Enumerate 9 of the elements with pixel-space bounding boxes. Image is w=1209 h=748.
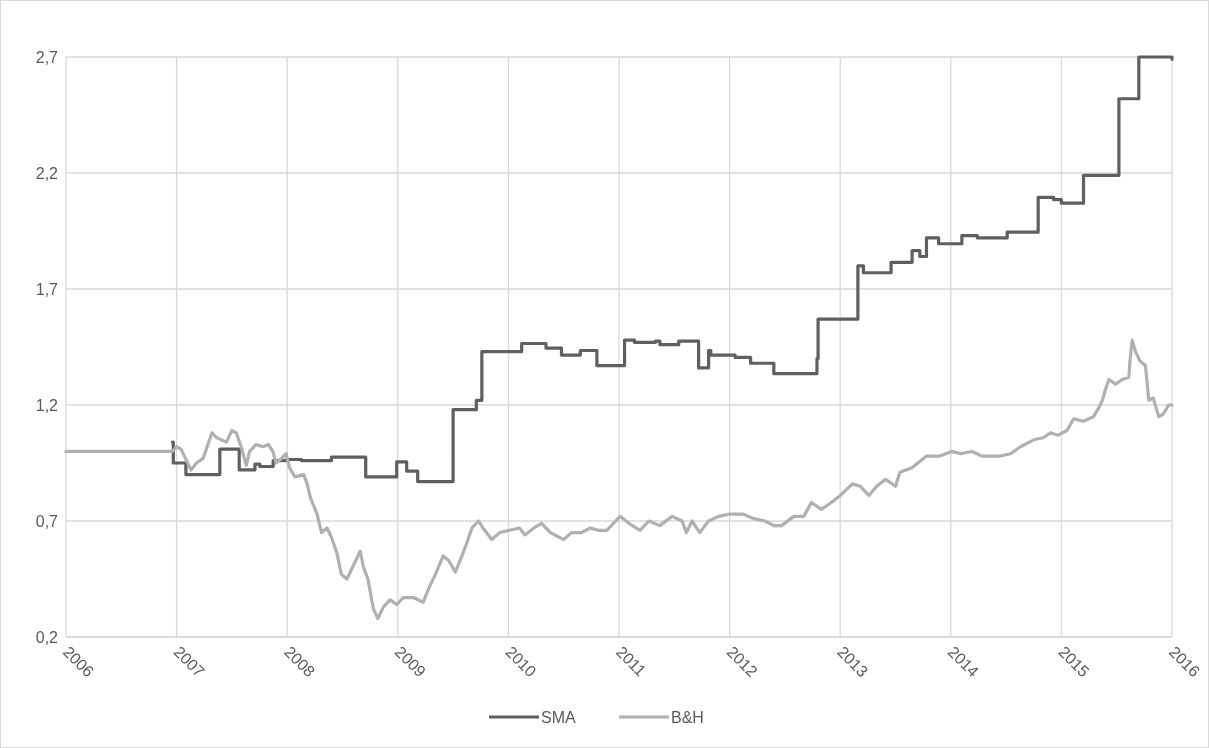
y-tick-label: 0,2 — [35, 628, 59, 646]
y-tick-label: 1,7 — [35, 280, 59, 298]
legend-label: SMA — [541, 708, 576, 726]
y-tick-label: 2,7 — [35, 48, 59, 66]
legend-label: B&H — [671, 708, 704, 726]
line-series — [64, 338, 1174, 621]
y-tick-label: 1,2 — [35, 396, 59, 414]
y-tick-label: 0,7 — [35, 512, 59, 530]
y-tick-label: 2,2 — [35, 164, 59, 182]
